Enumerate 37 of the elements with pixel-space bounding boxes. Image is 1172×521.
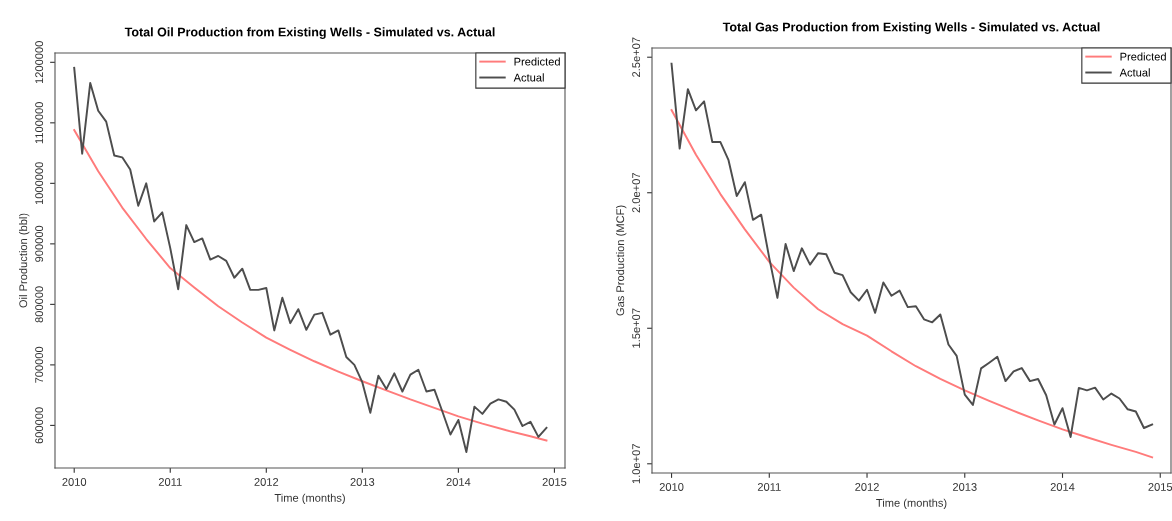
x-tick-label: 2015 [542, 478, 567, 486]
x-tick-label: 2015 [1148, 483, 1172, 491]
x-tick-label: 2011 [158, 478, 182, 486]
y-tick-label: 800000 [35, 286, 44, 323]
line-series [73, 66, 548, 453]
x-tick-label: 2014 [446, 478, 471, 486]
chart-title: Total Oil Production from Existing Wells - Simulated vs. Actual [124, 27, 495, 39]
y-tick-label: 2.0e+07 [632, 173, 641, 213]
y-tick-label: 1.0e+07 [632, 444, 641, 484]
line-series [670, 109, 1154, 459]
x-tick-label: 2012 [254, 478, 279, 486]
y-tick-label: 1100000 [35, 102, 44, 144]
y-tick-label: 1200000 [35, 41, 44, 84]
x-axis-title: Time (months) [274, 493, 345, 504]
y-tick-label: 600000 [35, 407, 44, 444]
y-tick-label: 1.5e+07 [632, 308, 641, 348]
y-tick-label: 2.5e+07 [632, 37, 641, 77]
x-tick-label: 2012 [855, 483, 879, 491]
x-tick-label: 2011 [757, 483, 781, 491]
legend-label: Actual [1119, 68, 1150, 77]
y-axis-title: Oil Production (bbl) [19, 213, 30, 308]
y-tick-label: 700000 [35, 346, 44, 383]
legend-label: Predicted [1120, 52, 1166, 61]
line-series [73, 129, 548, 442]
x-tick-label: 2010 [62, 478, 87, 486]
x-axis-title: Time (months) [876, 498, 947, 509]
x-tick-label: 2010 [659, 483, 684, 491]
legend-label: Actual [513, 73, 544, 82]
x-tick-label: 2013 [952, 483, 977, 491]
x-tick-label: 2013 [350, 478, 375, 486]
x-tick-label: 2014 [1050, 483, 1075, 491]
y-tick-label: 900000 [35, 225, 44, 262]
y-axis-title: Gas Production (MCF) [616, 205, 627, 316]
legend-label: Predicted [514, 57, 560, 66]
chart-title: Total Gas Production from Existing Wells - Simulated vs. Actual [722, 22, 1100, 34]
y-tick-label: 1000000 [35, 162, 44, 205]
line-series [670, 62, 1154, 438]
